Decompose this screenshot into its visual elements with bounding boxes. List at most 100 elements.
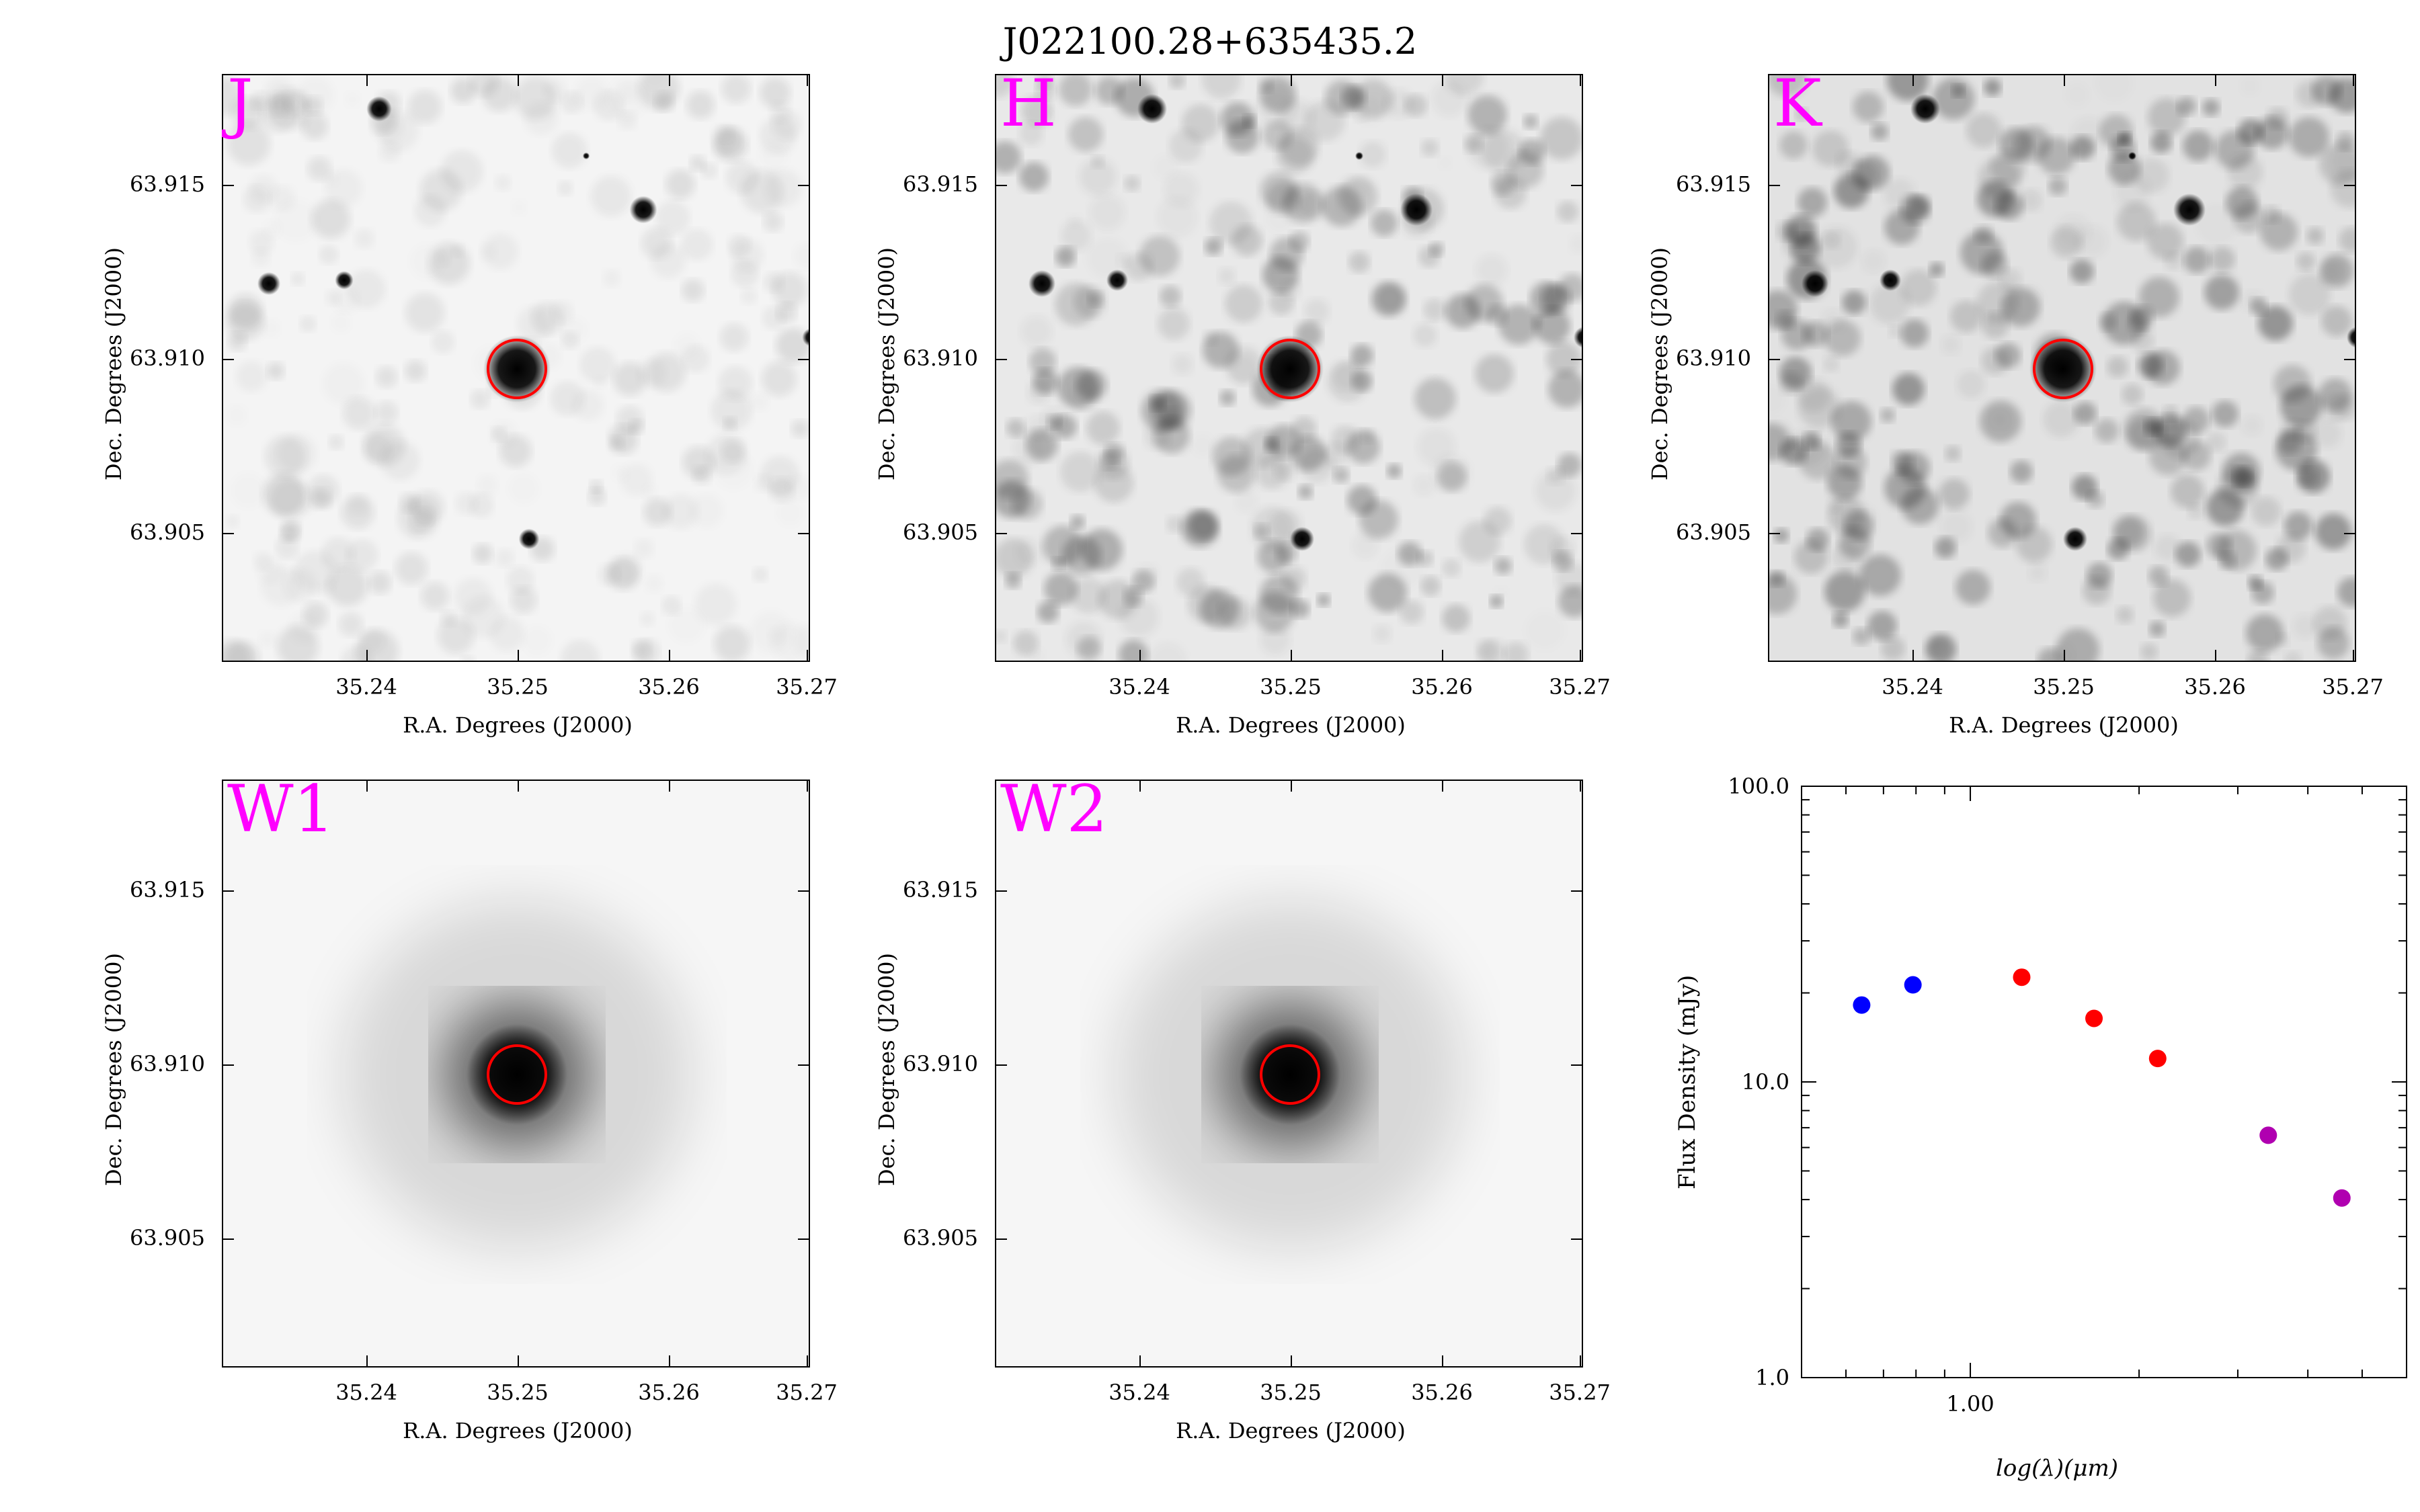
y-tick-label: 10.0: [1742, 1069, 1789, 1095]
y-axis-label: Dec. Degrees (J2000): [874, 247, 899, 480]
x-tick-label: 35.27: [2322, 674, 2384, 700]
x-tick: [366, 1355, 368, 1368]
x-tick-label: 35.25: [1260, 1380, 1322, 1405]
x-tick: [518, 780, 519, 792]
x-tick: [1580, 780, 1581, 792]
aperture-circle: [1260, 339, 1320, 399]
x-tick-label: 35.24: [1882, 674, 1943, 700]
y-tick-label: 63.910: [1676, 345, 1751, 371]
y-tick: [2344, 185, 2356, 186]
sed-frame: [1801, 786, 2407, 1378]
x-tick: [1580, 74, 1581, 86]
x-tick: [1442, 1355, 1443, 1368]
y-tick-label: 63.915: [130, 877, 205, 902]
data-point: [1904, 976, 1922, 994]
x-tick: [669, 780, 670, 792]
data-point: [2333, 1189, 2351, 1207]
x-tick-label: 35.27: [1549, 674, 1611, 700]
y-tick: [1571, 359, 1583, 360]
y-tick: [222, 1238, 234, 1240]
x-tick-label: 35.24: [335, 674, 397, 700]
sed-chart: 1.0 10.0 100.0 1.00 Flux Density (mJy) log(…: [1667, 773, 2420, 1512]
x-tick: [1912, 650, 1914, 662]
x-axis-label: R.A. Degrees (J2000): [1176, 712, 1406, 738]
x-tick-label: 35.25: [487, 1380, 549, 1405]
y-tick-label: 63.915: [130, 171, 205, 197]
y-tick: [222, 890, 234, 892]
x-tick-label: 35.27: [776, 674, 838, 700]
y-tick-label: 63.905: [1676, 519, 1751, 545]
data-point: [2013, 968, 2031, 986]
y-tick-label: 63.910: [130, 1051, 205, 1077]
x-tick: [2064, 74, 2065, 86]
x-tick: [366, 780, 368, 792]
y-tick: [995, 890, 1007, 892]
x-tick: [1291, 1355, 1292, 1368]
band-label: W1: [227, 771, 335, 847]
y-tick: [995, 1064, 1007, 1066]
x-tick-label: 35.24: [335, 1380, 397, 1405]
band-label: W2: [1000, 771, 1108, 847]
sed-ylabel: Flux Density (mJy): [1674, 974, 1701, 1189]
x-tick: [1580, 1355, 1581, 1368]
x-axis-label: R.A. Degrees (J2000): [1176, 1418, 1406, 1443]
x-tick: [518, 1355, 519, 1368]
x-tick: [1139, 74, 1141, 86]
y-tick: [798, 1064, 810, 1066]
x-tick: [2215, 650, 2216, 662]
x-tick: [1139, 650, 1141, 662]
sky-image: [1768, 74, 2356, 662]
y-tick: [798, 890, 810, 892]
x-tick: [518, 650, 519, 662]
y-axis-label: Dec. Degrees (J2000): [1647, 247, 1672, 480]
y-tick-label: 63.910: [903, 1051, 978, 1077]
y-tick: [1571, 185, 1583, 186]
sed-xlabel: log(λ)(μm): [1995, 1455, 2119, 1482]
y-tick: [798, 533, 810, 534]
x-tick-label: 35.26: [1411, 1380, 1473, 1405]
y-tick: [222, 533, 234, 534]
aperture-circle: [2033, 339, 2093, 399]
y-tick: [798, 185, 810, 186]
x-tick: [807, 74, 808, 86]
band-label: J: [227, 66, 253, 141]
x-tick: [807, 1355, 808, 1368]
y-tick: [2344, 359, 2356, 360]
y-tick: [995, 533, 1007, 534]
x-tick: [807, 780, 808, 792]
x-tick-label: 35.27: [776, 1380, 838, 1405]
y-tick: [2344, 533, 2356, 534]
y-tick-label: 63.915: [903, 877, 978, 902]
band-label: K: [1773, 66, 1822, 141]
y-tick-label: 63.905: [903, 1225, 978, 1251]
x-tick: [807, 650, 808, 662]
x-tick-label: 35.24: [1108, 674, 1170, 700]
y-tick-label: 63.905: [903, 519, 978, 545]
aperture-circle: [487, 1044, 547, 1105]
sky-image: [222, 780, 810, 1368]
x-axis-label: R.A. Degrees (J2000): [403, 1418, 633, 1443]
figure-title: J022100.28+635435.2: [1002, 20, 1418, 62]
data-point: [2148, 1050, 2167, 1068]
x-tick-label: 35.25: [487, 674, 549, 700]
x-tick-label: 1.00: [1946, 1391, 1994, 1417]
x-tick: [1580, 650, 1581, 662]
x-tick: [2353, 74, 2354, 86]
x-tick-label: 35.25: [2033, 674, 2095, 700]
x-tick-label: 35.26: [638, 1380, 700, 1405]
x-tick-label: 35.27: [1549, 1380, 1611, 1405]
y-tick: [222, 185, 234, 186]
x-axis-label: R.A. Degrees (J2000): [1949, 712, 2179, 738]
y-tick: [1768, 533, 1780, 534]
y-tick: [1571, 890, 1583, 892]
x-tick: [2215, 74, 2216, 86]
y-tick-label: 63.910: [130, 345, 205, 371]
y-tick: [222, 359, 234, 360]
x-tick: [1291, 74, 1292, 86]
y-tick: [995, 185, 1007, 186]
aperture-circle: [487, 339, 547, 399]
x-tick: [1291, 650, 1292, 662]
x-tick-label: 35.26: [2184, 674, 2246, 700]
y-tick: [1768, 359, 1780, 360]
y-tick: [222, 1064, 234, 1066]
